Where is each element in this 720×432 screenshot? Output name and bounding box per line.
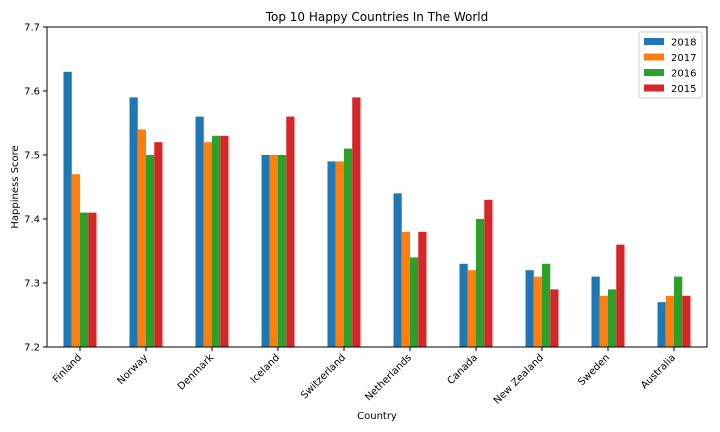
- legend-label-2015: 2015: [671, 84, 696, 95]
- bar-2016-new-zealand: [542, 263, 551, 347]
- bar-2015-australia: [682, 295, 691, 347]
- y-tick-label: 7.6: [24, 87, 40, 98]
- bar-2015-netherlands: [418, 231, 427, 347]
- legend-swatch-2015: [644, 84, 664, 92]
- bar-2015-norway: [154, 142, 163, 347]
- x-tick-label: Iceland: [249, 352, 282, 385]
- legend-label-2018: 2018: [671, 38, 696, 49]
- x-tick-label: Norway: [116, 352, 151, 387]
- bar-2015-denmark: [220, 135, 229, 347]
- bar-2018-netherlands: [393, 193, 402, 347]
- y-tick-label: 7.5: [24, 151, 40, 162]
- bar-2018-canada: [459, 263, 468, 347]
- x-tick-label: New Zealand: [492, 352, 546, 406]
- bar-2015-new-zealand: [550, 289, 559, 347]
- bar-2018-iceland: [261, 155, 270, 347]
- bar-2018-switzerland: [327, 161, 336, 347]
- x-axis-title: Country: [357, 411, 397, 422]
- bar-2017-norway: [137, 129, 146, 347]
- legend: 2018 2017 2016 2015: [638, 31, 703, 99]
- bar-2016-switzerland: [344, 148, 353, 347]
- y-tick-label: 7.2: [24, 343, 40, 354]
- bar-2016-denmark: [212, 135, 221, 347]
- legend-frame: [638, 31, 703, 99]
- bar-2016-canada: [476, 219, 485, 347]
- bar-2018-finland: [63, 71, 72, 348]
- bar-2016-iceland: [278, 155, 287, 347]
- legend-swatch-2018: [644, 38, 664, 45]
- bar-2015-iceland: [286, 116, 295, 347]
- legend-swatch-2017: [644, 53, 664, 61]
- legend-swatch-2016: [644, 69, 664, 76]
- chart-title: Top 10 Happy Countries In The World: [265, 10, 489, 24]
- bar-2017-netherlands: [401, 231, 410, 347]
- x-tick-label: Switzerland: [299, 352, 348, 401]
- bar-2017-sweden: [599, 295, 608, 347]
- x-tick-label: Australia: [639, 352, 678, 391]
- bar-2017-iceland: [269, 155, 278, 347]
- x-tick-label: Finland: [51, 352, 84, 385]
- bar-2015-switzerland: [352, 97, 361, 348]
- bar-2018-denmark: [195, 116, 204, 347]
- legend-label-2017: 2017: [671, 53, 696, 64]
- y-tick-label: 7.4: [24, 215, 40, 226]
- bar-2017-switzerland: [335, 161, 344, 347]
- bar-2017-new-zealand: [533, 276, 542, 347]
- y-axis: 7.2 7.3 7.4 7.5 7.6 7.7: [24, 23, 47, 354]
- x-tick-label: Canada: [445, 352, 480, 387]
- legend-label-2016: 2016: [671, 69, 696, 80]
- bar-2017-denmark: [203, 142, 212, 347]
- x-axis: Finland Norway Denmark Iceland Switzerland Ne…: [51, 347, 678, 407]
- bar-2017-canada: [467, 270, 476, 347]
- x-tick-label: Denmark: [176, 352, 216, 392]
- bar-2016-finland: [80, 212, 89, 347]
- bar-2016-sweden: [608, 289, 617, 347]
- bar-2016-australia: [674, 276, 683, 347]
- bar-2018-new-zealand: [525, 270, 534, 347]
- bar-2018-sweden: [591, 276, 600, 347]
- bar-2015-finland: [88, 212, 97, 347]
- y-axis-title: Happiness Score: [10, 145, 21, 228]
- bar-2018-australia: [657, 302, 666, 347]
- bar-2015-sweden: [616, 244, 625, 347]
- bar-2015-canada: [484, 199, 493, 347]
- bar-2016-netherlands: [410, 257, 419, 347]
- y-tick-label: 7.7: [24, 23, 40, 34]
- bar-2017-australia: [665, 295, 674, 347]
- bars-group: [63, 71, 691, 348]
- x-tick-label: Netherlands: [363, 352, 414, 403]
- x-tick-label: Sweden: [576, 352, 612, 388]
- y-tick-label: 7.3: [24, 279, 40, 290]
- bar-2016-norway: [146, 155, 155, 347]
- bar-2017-finland: [71, 174, 80, 347]
- plot-frame: [46, 26, 708, 348]
- bar-2018-norway: [129, 97, 138, 348]
